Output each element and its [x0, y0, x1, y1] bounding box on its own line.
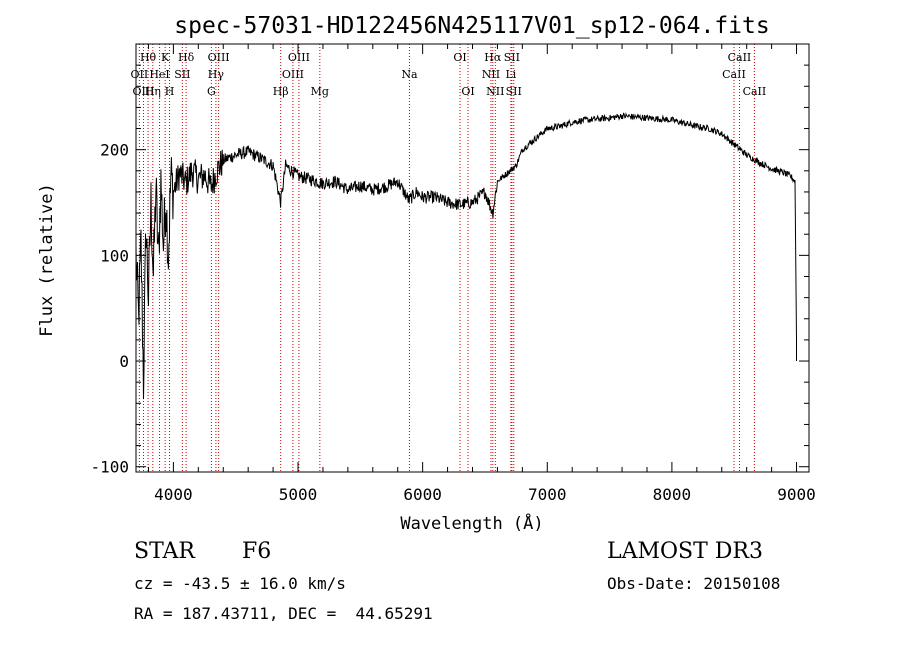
redshift-value: cz = -43.5 ± 16.0 km/s	[134, 574, 346, 593]
observation-date: Obs-Date: 20150108	[607, 574, 781, 593]
object-class: STAR	[134, 539, 195, 564]
spectral-line-markers: OII OIII Hθ Hη HeI K H SII Hδ G Hγ OIII Hβ OIII OIII Mg…	[131, 44, 767, 472]
spectral-line-label: G	[207, 85, 216, 98]
spectral-line-label: CaII	[728, 51, 752, 64]
object-subclass: F6	[242, 539, 272, 564]
spectral-line-label: Hη	[145, 85, 161, 98]
spectral-line-label: Na	[401, 68, 418, 81]
spectral-line-label: H	[165, 85, 175, 98]
x-tick-label: 9000	[777, 485, 816, 504]
spectral-line-label: SII	[504, 51, 520, 64]
x-tick-label: 6000	[403, 485, 442, 504]
spectral-line-label: OIII	[282, 68, 304, 81]
y-tick-label: 100	[100, 246, 129, 265]
spectral-line-label: HeI	[149, 68, 169, 81]
spectral-line-label: Hδ	[178, 51, 195, 64]
spectral-line-label: Li	[505, 68, 516, 81]
spectral-line-label: OI	[461, 85, 474, 98]
survey-name: LAMOST DR3	[607, 539, 763, 564]
spectral-line-label: Mg	[311, 85, 329, 98]
flux-series-line	[135, 112, 797, 400]
chart-title: spec-57031-HD122456N425117V01_sp12-064.f…	[174, 13, 769, 39]
spectral-line-label: K	[161, 51, 170, 64]
spectral-line-label: Hα	[484, 51, 502, 64]
axis-ticks: 4000 5000 6000 7000 8000 9000 -100 0 100 200	[90, 44, 816, 504]
spectral-line-label: OI	[453, 51, 466, 64]
spectral-line-label: CaII	[722, 68, 746, 81]
spectral-line-label: Hγ	[208, 68, 225, 81]
x-tick-label: 5000	[279, 485, 318, 504]
spectral-line-label: Hβ	[273, 85, 289, 98]
coordinates: RA = 187.43711, DEC = 44.65291	[134, 604, 433, 623]
spectral-line-label: OIII	[208, 51, 230, 64]
y-tick-label: -100	[90, 458, 129, 477]
x-axis-label: Wavelength (Å)	[400, 512, 543, 534]
spectral-line-label: SII	[506, 85, 522, 98]
spectral-line-label: CaII	[743, 85, 767, 98]
spectral-line-label: NII	[482, 68, 500, 81]
spectral-line-label: SII	[174, 68, 190, 81]
y-axis-label: Flux (relative)	[37, 183, 57, 337]
x-tick-label: 4000	[154, 485, 193, 504]
spectral-line-label: Hθ	[140, 51, 157, 64]
x-tick-label: 8000	[653, 485, 692, 504]
y-tick-label: 0	[119, 352, 129, 371]
spectral-line-label: OIII	[132, 85, 154, 98]
y-tick-label: 200	[100, 141, 129, 160]
spectral-line-label: NII	[486, 85, 504, 98]
spectral-line-label: OII	[131, 68, 149, 81]
x-tick-label: 7000	[528, 485, 567, 504]
spectral-line-label: OIII	[288, 51, 310, 64]
plot-frame	[135, 43, 810, 473]
